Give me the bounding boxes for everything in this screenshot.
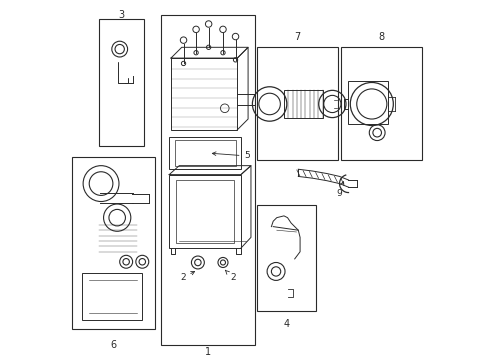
Bar [82,273,142,320]
Text: 5: 5 [212,152,250,161]
Bar [161,15,255,345]
Text: 9: 9 [335,182,343,198]
Bar [72,157,155,329]
Text: 6: 6 [110,340,116,350]
Bar [257,47,337,160]
Text: 4: 4 [283,319,289,329]
Bar [174,140,235,166]
Text: 2: 2 [180,271,194,282]
Bar [171,58,237,130]
Text: 7: 7 [294,32,300,41]
Bar [284,90,323,118]
Bar [341,47,421,160]
Text: 2: 2 [225,270,235,282]
Bar [348,81,387,124]
Text: 1: 1 [205,347,211,357]
Bar [257,205,316,311]
Text: 3: 3 [118,10,124,20]
Bar [99,19,144,146]
Bar [175,180,234,243]
Text: 8: 8 [378,32,384,41]
Bar [169,137,241,169]
Bar [169,175,241,248]
